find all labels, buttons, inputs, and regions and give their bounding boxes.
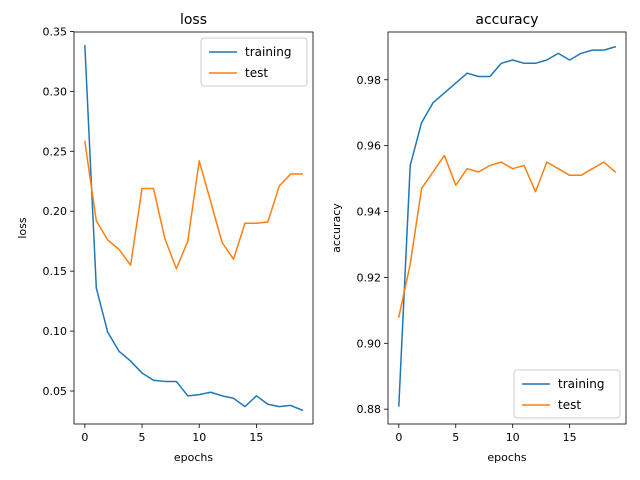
accuracy-legend-label-test: test bbox=[558, 398, 581, 412]
accuracy-x-tick-label: 10 bbox=[506, 431, 520, 444]
loss-legend-label-training: training bbox=[245, 45, 292, 59]
loss-y-tick-label: 0.05 bbox=[43, 385, 68, 398]
loss-y-tick-label: 0.10 bbox=[43, 325, 68, 338]
accuracy-series-line-training bbox=[398, 45, 617, 407]
accuracy-legend-label-training: training bbox=[558, 377, 605, 391]
accuracy-plot-area bbox=[388, 32, 626, 424]
loss-legend: training test bbox=[200, 37, 308, 87]
loss-series-line-test bbox=[84, 140, 303, 270]
loss-legend-box bbox=[200, 37, 308, 87]
accuracy-y-tick-label: 0.96 bbox=[357, 140, 382, 153]
accuracy-y-tick-label: 0.90 bbox=[357, 337, 382, 350]
accuracy-axes-frame bbox=[387, 31, 627, 425]
loss-y-tick-label: 0.30 bbox=[43, 85, 68, 98]
accuracy-legend-box bbox=[513, 369, 621, 419]
loss-plot-area bbox=[74, 32, 313, 424]
loss-x-tick-label: 5 bbox=[139, 431, 146, 444]
loss-x-tick-label: 15 bbox=[249, 431, 263, 444]
accuracy-y-tick-label: 0.98 bbox=[357, 74, 382, 87]
loss-chart-title: loss bbox=[180, 12, 207, 28]
accuracy-y-tick-label: 0.94 bbox=[357, 206, 382, 219]
accuracy-x-tick-label: 5 bbox=[452, 431, 459, 444]
loss-x-axis-label: epochs bbox=[174, 451, 213, 464]
loss-y-axis-label: loss bbox=[16, 217, 29, 239]
accuracy-y-tick-label: 0.92 bbox=[357, 271, 382, 284]
loss-x-tick-label: 0 bbox=[81, 431, 88, 444]
loss-y-tick-label: 0.15 bbox=[43, 265, 68, 278]
loss-y-tick-label: 0.35 bbox=[43, 25, 68, 38]
accuracy-chart-title: accuracy bbox=[475, 12, 538, 28]
accuracy-legend: training test bbox=[513, 369, 621, 419]
loss-y-tick-label: 0.20 bbox=[43, 205, 68, 218]
accuracy-x-tick-label: 15 bbox=[563, 431, 577, 444]
accuracy-x-axis-label: epochs bbox=[487, 451, 526, 464]
loss-panel: 0 5 10 15 0.05 0.10 0.15 0.20 0.25 0.30 0.35 loss ep… bbox=[16, 12, 314, 464]
loss-legend-label-test: test bbox=[245, 66, 268, 80]
loss-axes-frame bbox=[73, 31, 314, 425]
accuracy-y-axis-label: accuracy bbox=[330, 203, 343, 253]
accuracy-series-line-test bbox=[397, 154, 617, 318]
loss-x-tick-label: 10 bbox=[192, 431, 206, 444]
accuracy-x-tick-label: 0 bbox=[395, 431, 402, 444]
accuracy-panel: 0 5 10 15 0.88 0.90 0.92 0.94 0.96 0.98 accuracy ep… bbox=[330, 12, 627, 464]
loss-y-tick-label: 0.25 bbox=[43, 145, 68, 158]
accuracy-y-tick-label: 0.88 bbox=[357, 403, 382, 416]
loss-series-line-training bbox=[84, 45, 304, 412]
